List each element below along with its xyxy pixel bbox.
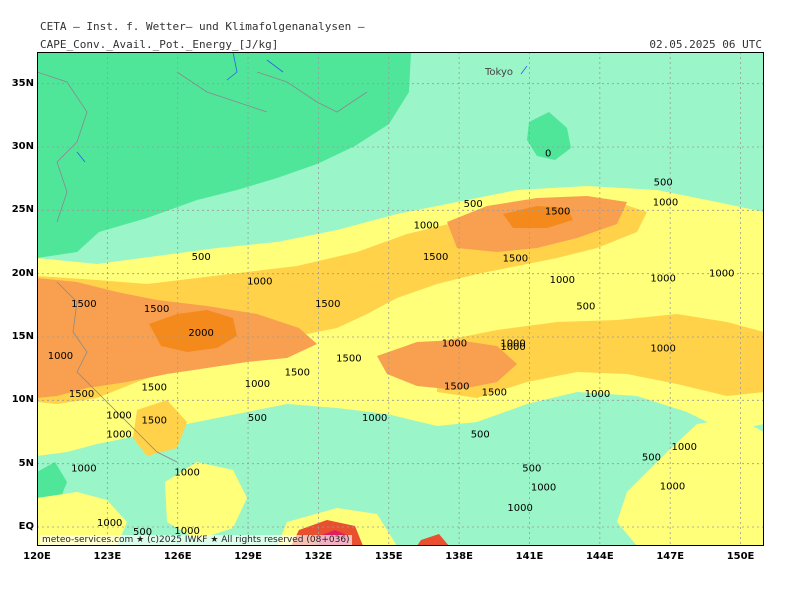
- longitude-tick-label: 141E: [515, 551, 544, 562]
- contour-value-label: 1000: [174, 526, 199, 537]
- contour-value-label: 1500: [336, 354, 361, 365]
- contour-value-label: 500: [576, 302, 595, 313]
- contour-value-label: 1000: [585, 389, 610, 400]
- longitude-tick-label: 147E: [656, 551, 685, 562]
- contour-value-label: 1500: [545, 207, 570, 218]
- copyright-credit: meteo-services.com ★ (c)2025 IWKF ★ All …: [40, 535, 352, 545]
- contour-value-label: 1000: [71, 464, 96, 475]
- longitude-tick-label: 144E: [585, 551, 614, 562]
- cape-1000-band-east: [437, 314, 764, 398]
- longitude-tick-label: 123E: [93, 551, 122, 562]
- latitude-tick-label: 10N: [11, 394, 34, 406]
- contour-value-label: 1000: [500, 342, 525, 353]
- longitude-tick-label: 120E: [23, 551, 51, 562]
- latitude-tick-label: 25N: [11, 204, 34, 216]
- cape-2000-core: [149, 310, 237, 352]
- latitude-tick-label: 15N: [11, 331, 34, 342]
- city-label: Tokyo: [484, 67, 513, 78]
- cape-500-patch-low-south: [165, 462, 247, 540]
- variable-label: CAPE_Conv._Avail._Pot._Energy_[J/kg]: [40, 38, 279, 51]
- longitude-tick-label: 135E: [374, 551, 403, 562]
- contour-value-label: 1000: [709, 269, 734, 280]
- contour-value-label: 1000: [500, 338, 525, 349]
- contour-value-label: 1000: [414, 221, 439, 232]
- contour-value-label: 1000: [362, 413, 387, 424]
- contour-value-label: 500: [522, 464, 541, 475]
- contour-value-label: 1500: [444, 381, 469, 392]
- contour-value-label: 1000: [672, 442, 697, 453]
- longitude-tick-label: 129E: [234, 551, 262, 562]
- contour-value-label: 1500: [69, 389, 94, 400]
- contour-value-label: 1500: [285, 367, 310, 378]
- contour-value-label: 0: [545, 148, 551, 159]
- contour-value-label: 1000: [550, 275, 575, 286]
- zero-cape-patch-east: [527, 112, 571, 160]
- chart-title: CETA — Inst. f. Wetter— und Klimafolgena…: [40, 20, 365, 33]
- contour-value-label: 1000: [660, 481, 685, 492]
- contour-value-label: 1500: [503, 253, 528, 264]
- contour-value-label: 1000: [247, 276, 272, 287]
- contour-value-label: 500: [654, 177, 673, 188]
- contour-value-label: 2000: [188, 328, 213, 339]
- coastline-philippines: [56, 281, 178, 463]
- cape-500-band-main: [37, 186, 764, 456]
- contour-value-label: 500: [471, 430, 490, 441]
- contour-value-label: 1000: [48, 351, 73, 362]
- longitude-tick-label: 132E: [304, 551, 333, 562]
- contour-value-label: 1000: [531, 483, 556, 494]
- contour-value-label: 1500: [142, 416, 167, 427]
- contour-value-label: 1000: [106, 430, 131, 441]
- latitude-tick-label: 5N: [18, 457, 34, 469]
- contour-value-label: 1000: [442, 338, 467, 349]
- cape-500-patch-southwest: [37, 492, 127, 546]
- latitude-tick-label: 35N: [11, 77, 34, 89]
- latitude-tick-label: 20N: [11, 267, 34, 279]
- contour-value-label: 1000: [97, 518, 122, 529]
- longitude-tick-label: 126E: [163, 551, 192, 562]
- contour-value-label: 1500: [315, 299, 340, 310]
- contour-value-label: 1000: [245, 379, 270, 390]
- contour-value-label: 1500: [482, 388, 507, 399]
- place-labels: Tokyo: [484, 67, 513, 78]
- contour-value-label: 500: [192, 252, 211, 263]
- zero-cape-region: [37, 52, 411, 258]
- contour-value-label: 1000: [650, 274, 675, 285]
- contour-value-label: 500: [642, 452, 661, 463]
- contour-value-label: 1000: [174, 468, 199, 479]
- contour-value-label: 1500: [142, 383, 167, 394]
- valid-time-label: 02.05.2025 06 UTC: [649, 38, 762, 51]
- cape-2000-core-north: [503, 206, 573, 228]
- contour-value-label: 500: [464, 199, 483, 210]
- latitude-tick-label: EQ: [18, 521, 34, 532]
- contour-value-label: 1000: [653, 198, 678, 209]
- contour-value-label: 1500: [144, 304, 169, 315]
- contour-value-label: 1000: [507, 503, 532, 514]
- coastline-korea-china: [37, 71, 368, 223]
- lat-lon-grid: [37, 52, 764, 546]
- contour-value-label: 1500: [71, 299, 96, 310]
- contour-value-label: 1500: [423, 252, 448, 263]
- cape-500-patch-south: [617, 418, 764, 546]
- cape-1500-core-central: [377, 340, 517, 390]
- contour-value-label: 1000: [650, 343, 675, 354]
- contour-value-label: 1000: [106, 411, 131, 422]
- contour-value-label: 500: [133, 527, 152, 538]
- cape-2500-spot-southeast: [417, 534, 449, 546]
- contour-value-label: 500: [248, 413, 267, 424]
- longitude-tick-label: 150E: [726, 551, 755, 562]
- river-lines: [76, 52, 528, 163]
- longitude-tick-label: 138E: [445, 551, 473, 562]
- latitude-tick-label: 30N: [11, 141, 34, 152]
